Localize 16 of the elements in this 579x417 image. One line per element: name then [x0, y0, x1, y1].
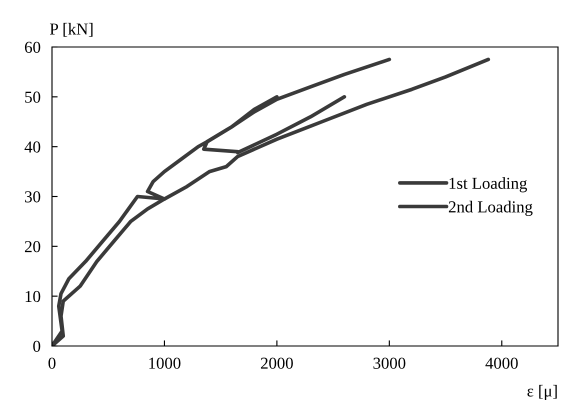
y-axis-title: P [kN] — [50, 22, 93, 37]
x-tick-label: 1000 — [149, 358, 180, 369]
legend-label: 1st Loading — [450, 177, 528, 192]
y-tick-label: 20 — [24, 241, 40, 252]
x-tick-label: 4000 — [485, 358, 518, 369]
x-tick-label: 2000 — [260, 358, 293, 369]
legend-label: 2nd Loading — [448, 200, 533, 216]
y-tick-label: 10 — [26, 290, 40, 302]
y-tick-label: 40 — [24, 141, 40, 153]
x-tick-label: 0 — [48, 358, 56, 369]
x-tick-label: 3000 — [373, 358, 406, 369]
y-tick-label: 0 — [33, 340, 40, 352]
y-tick-label: 50 — [25, 92, 40, 103]
x-axis-title: ε [μ] — [527, 384, 557, 400]
y-tick-label: 60 — [24, 42, 40, 53]
y-tick-label: 30 — [25, 191, 40, 202]
